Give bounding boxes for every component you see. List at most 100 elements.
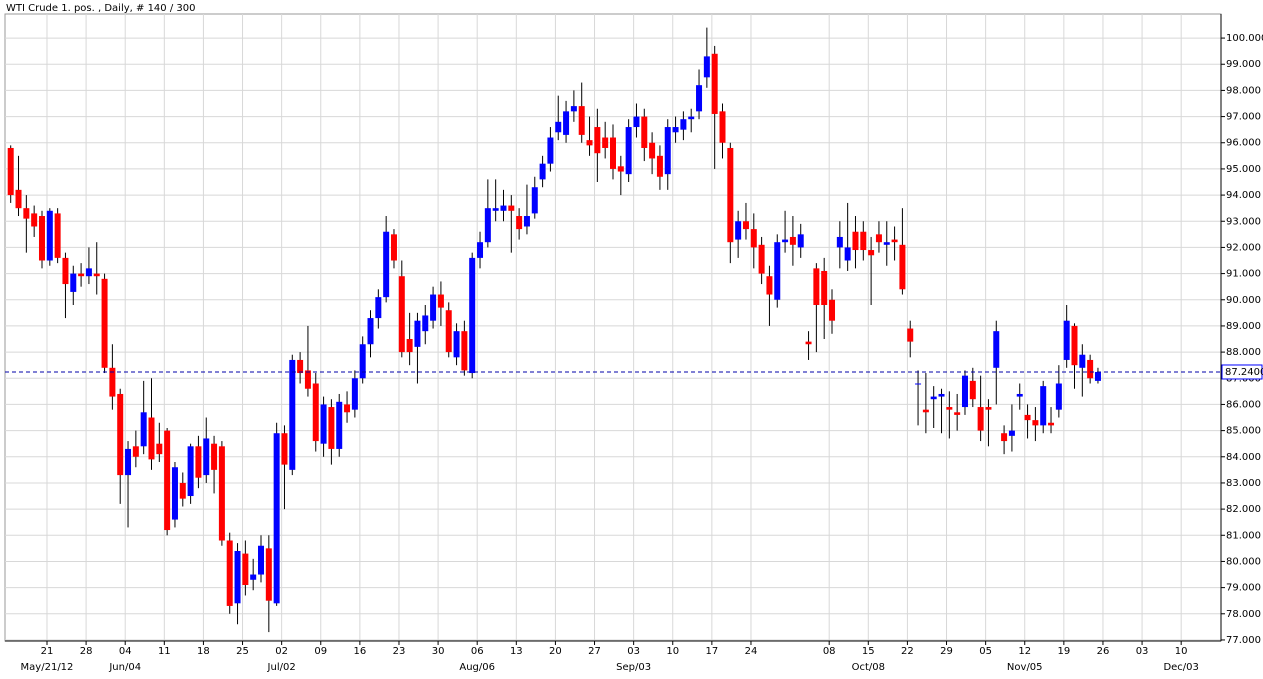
candle-body: [179, 482, 186, 499]
last-price-box: [1221, 364, 1263, 380]
x-period-label: Sep/03: [616, 662, 651, 673]
candle-body: [250, 574, 257, 580]
x-tick-label: 28: [80, 646, 93, 657]
candle-body: [140, 412, 147, 447]
candle-body: [1040, 386, 1047, 426]
x-tick-label: 09: [314, 646, 327, 657]
y-tick-label: 89.000: [1226, 321, 1261, 332]
candle-body: [265, 548, 272, 601]
candle-body: [907, 328, 914, 342]
candle-body: [500, 205, 507, 211]
candle-body: [46, 210, 53, 261]
candle-body: [625, 127, 632, 175]
candle-body: [672, 127, 679, 133]
candle-body: [609, 137, 616, 169]
candle-body: [484, 208, 491, 243]
candle-body: [297, 359, 304, 374]
candle-body: [1032, 420, 1039, 426]
candle-body: [289, 359, 296, 470]
candle-body: [961, 375, 968, 408]
candle-body: [304, 370, 311, 389]
candle-body: [117, 393, 124, 476]
candle-body: [836, 236, 843, 248]
x-period-label: Jun/04: [108, 662, 141, 673]
candle-body: [336, 401, 343, 449]
candle-body: [1079, 354, 1086, 368]
candle-body: [946, 407, 953, 410]
candle-body: [281, 433, 288, 465]
x-tick-label: 05: [979, 646, 992, 657]
candle-body: [273, 433, 280, 604]
candle-body: [367, 318, 374, 345]
candle-body: [680, 119, 687, 130]
x-tick-label: 23: [393, 646, 406, 657]
candle-body: [23, 208, 30, 219]
y-tick-label: 90.000: [1226, 295, 1261, 306]
candle-body: [696, 85, 703, 112]
candle-body: [766, 276, 773, 295]
candle-body: [383, 231, 390, 298]
candle-body: [977, 407, 984, 431]
candle-body: [555, 121, 562, 133]
candle-body: [31, 213, 38, 227]
x-period-label: Aug/06: [459, 662, 495, 673]
candle-body: [954, 412, 961, 415]
candle-body: [641, 116, 648, 148]
candle-body: [1063, 320, 1070, 360]
candle-body: [703, 56, 710, 78]
x-tick-label: 19: [1057, 646, 1070, 657]
candle-body: [132, 446, 139, 457]
candle-body: [1048, 422, 1055, 426]
y-tick-label: 83.000: [1226, 478, 1261, 489]
x-tick-label: 16: [354, 646, 367, 657]
candle-body: [312, 383, 319, 442]
candle-body: [359, 344, 366, 379]
candle-body: [915, 383, 922, 385]
candle-body: [852, 231, 859, 251]
y-tick-label: 82.000: [1226, 504, 1261, 515]
y-tick-label: 95.000: [1226, 164, 1261, 175]
candle-body: [649, 142, 656, 159]
candle-body: [398, 276, 405, 353]
candle-body: [234, 550, 241, 604]
candle-body: [422, 315, 429, 332]
candle-body: [829, 299, 836, 321]
candle-body: [922, 409, 929, 413]
candle-body: [633, 116, 640, 128]
candle-body: [930, 396, 937, 400]
x-tick-label: 12: [1018, 646, 1031, 657]
x-tick-label: 22: [901, 646, 914, 657]
candle-body: [218, 446, 225, 541]
candle-body: [656, 155, 663, 177]
candle-body: [883, 242, 890, 245]
x-tick-label: 24: [745, 646, 758, 657]
y-tick-label: 79.000: [1226, 583, 1261, 594]
candle-body: [109, 367, 116, 397]
candle-body: [85, 268, 92, 277]
candle-body: [797, 234, 804, 248]
candle-body: [602, 137, 609, 148]
candle-body: [719, 111, 726, 143]
x-tick-label: 10: [666, 646, 679, 657]
candle-body: [203, 438, 210, 476]
x-period-label: Dec/03: [1163, 662, 1198, 673]
candle-body: [258, 545, 265, 575]
x-period-label: Oct/08: [852, 662, 885, 673]
candle-body: [750, 229, 757, 248]
candle-body: [860, 231, 867, 251]
candle-body: [1024, 414, 1031, 421]
x-period-label: Nov/05: [1007, 662, 1043, 673]
y-tick-label: 96.000: [1226, 138, 1261, 149]
candle-body: [1055, 383, 1062, 410]
candle-body: [148, 417, 155, 460]
candle-body: [164, 430, 171, 531]
x-tick-label: 30: [432, 646, 445, 657]
candle-body: [54, 213, 61, 258]
candle-body: [586, 140, 593, 146]
x-tick-label: 20: [549, 646, 562, 657]
candle-body: [774, 242, 781, 300]
candle-body: [985, 407, 992, 410]
y-tick-label: 80.000: [1226, 556, 1261, 567]
candle-body: [539, 163, 546, 180]
